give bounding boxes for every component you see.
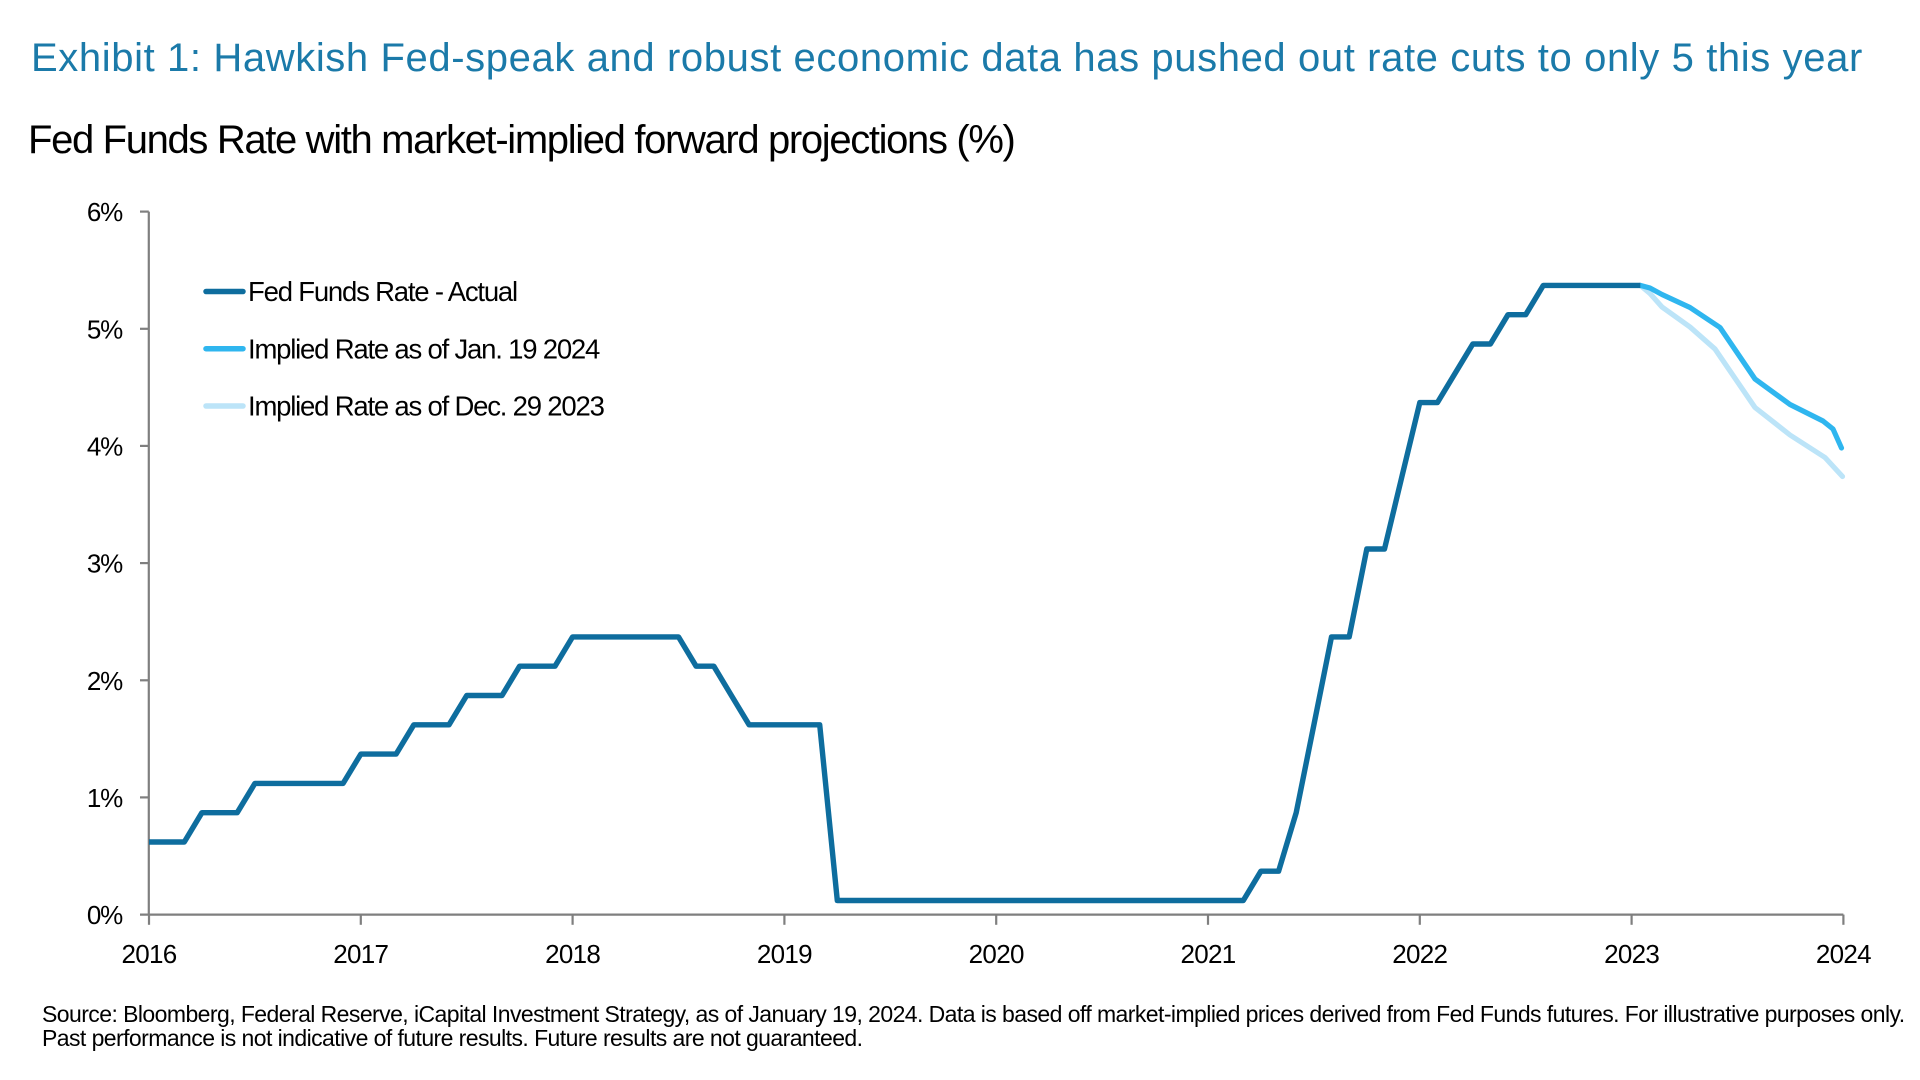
- svg-text:1%: 1%: [87, 783, 123, 813]
- svg-text:2024: 2024: [1816, 939, 1871, 969]
- svg-text:5%: 5%: [87, 314, 123, 344]
- svg-text:6%: 6%: [87, 197, 123, 227]
- svg-text:2021: 2021: [1180, 939, 1235, 969]
- svg-text:Implied Rate as of Jan. 19 202: Implied Rate as of Jan. 19 2024: [248, 333, 600, 364]
- svg-text:2016: 2016: [121, 939, 176, 969]
- svg-text:4%: 4%: [87, 432, 123, 462]
- svg-text:3%: 3%: [87, 549, 123, 579]
- svg-text:Implied Rate as of Dec. 29 202: Implied Rate as of Dec. 29 2023: [248, 391, 605, 422]
- svg-text:2018: 2018: [545, 939, 600, 969]
- svg-text:Fed Funds Rate - Actual: Fed Funds Rate - Actual: [248, 276, 517, 307]
- svg-text:2022: 2022: [1392, 939, 1447, 969]
- svg-text:2%: 2%: [87, 666, 123, 696]
- svg-text:2017: 2017: [333, 939, 388, 969]
- svg-text:2020: 2020: [969, 939, 1024, 969]
- svg-text:0%: 0%: [87, 900, 123, 930]
- svg-text:2023: 2023: [1604, 939, 1659, 969]
- svg-text:2019: 2019: [757, 939, 812, 969]
